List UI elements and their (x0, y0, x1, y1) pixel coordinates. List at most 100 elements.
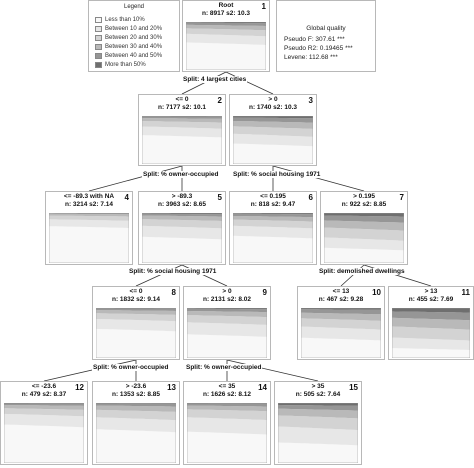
node-stats: n: 2131 s2: 8.02 (202, 296, 252, 303)
legend-label-4: Between 30 and 40% (105, 43, 163, 50)
node-5: > -89.3 n: 3963 s2: 8.65 5 (138, 191, 226, 265)
global-quality-title: Global quality (306, 25, 346, 32)
band-4 (187, 311, 267, 318)
node-condition: Root (218, 2, 234, 9)
band-1 (49, 226, 129, 263)
legend-label-6: More than 50% (105, 61, 146, 68)
legend-swatch-3 (95, 34, 102, 41)
band-4 (96, 310, 176, 315)
legend-swatch-1 (95, 16, 102, 23)
band-4 (4, 405, 84, 410)
node-stats: n: 8917 s2: 10.3 (201, 10, 251, 17)
node-distribution-chart (142, 213, 222, 263)
split-label-s7: Split: demolished dwellings (318, 268, 406, 275)
legend-item-3: Between 20 and 30% (95, 33, 162, 42)
band-5 (186, 22, 266, 26)
node-12: <= -23.6 n: 479 s2: 8.37 12 (0, 381, 88, 465)
node-condition: <= -89.3 with NA (63, 193, 115, 200)
node-10: <= 13 n: 467 s2: 9.28 10 (297, 286, 385, 360)
band-5 (301, 309, 381, 315)
node-condition: > 0 (222, 288, 232, 295)
band-2 (233, 225, 313, 239)
legend-label-2: Between 10 and 20% (105, 25, 163, 32)
node-condition: <= 35 (218, 383, 236, 390)
band-2 (186, 33, 266, 45)
node-15: > 35 n: 505 s2: 7.64 15 (274, 381, 362, 465)
band-3 (4, 408, 84, 417)
split-label-s8: Split: % owner-occupied (92, 364, 170, 371)
band-2 (324, 237, 404, 251)
node-distribution-chart (4, 403, 84, 463)
band-6 (187, 308, 267, 310)
legend-swatch-6 (95, 61, 102, 68)
band-5 (96, 403, 176, 407)
band-1 (233, 143, 313, 164)
band-2 (142, 225, 222, 240)
band-2 (233, 133, 313, 147)
band-6 (392, 308, 470, 313)
legend-item-2: Between 10 and 20% (95, 24, 162, 33)
band-3 (324, 227, 404, 241)
band-2 (142, 126, 222, 138)
band-5 (187, 403, 267, 407)
node-condition: > 13 (424, 288, 438, 295)
legend-item-1: Less than 10% (95, 15, 145, 24)
band-3 (301, 318, 381, 330)
band-4 (392, 317, 470, 330)
node-condition: <= 13 (332, 288, 350, 295)
node-number: 10 (372, 288, 381, 297)
node-number: 12 (75, 383, 84, 392)
node-stats: n: 1740 s2: 10.3 (248, 104, 298, 111)
levene-text: Levene: 112.68 *** (284, 54, 338, 61)
node-8: <= 0 n: 1832 s2: 9.14 8 (92, 286, 180, 360)
node-11: > 13 n: 455 s2: 7.69 11 (388, 286, 474, 360)
node-distribution-chart (301, 308, 381, 358)
band-3 (142, 219, 222, 229)
band-2 (187, 417, 267, 435)
split-label-s1: Split: 4 largest cities (182, 76, 248, 83)
band-3 (187, 315, 267, 325)
node-number: 7 (399, 193, 404, 202)
band-2 (96, 319, 176, 332)
node-distribution-chart (392, 308, 470, 358)
split-label-s3: Split: % social housing 1971 (232, 171, 322, 178)
node-number: 1 (261, 2, 266, 11)
band-3 (186, 28, 266, 37)
band-1 (142, 135, 222, 164)
band-1 (392, 348, 470, 358)
node-stats: n: 7177 s2: 10.1 (157, 104, 207, 111)
band-1 (187, 334, 267, 358)
node-stats: n: 467 s2: 9.28 (318, 296, 364, 303)
node-number: 8 (171, 288, 176, 297)
band-3 (96, 313, 176, 322)
edge-3-7 (272, 165, 365, 192)
node-stats: n: 505 s2: 7.64 (295, 391, 341, 398)
band-6 (233, 116, 313, 119)
band-4 (233, 216, 313, 222)
band-2 (187, 322, 267, 337)
legend-box: Legend Less than 10% Between 10 and 20% … (88, 0, 180, 72)
legend-item-4: Between 30 and 40% (95, 42, 162, 51)
node-stats: n: 1626 s2: 8.12 (202, 391, 252, 398)
band-1 (233, 235, 313, 263)
node-number: 5 (217, 193, 222, 202)
band-6 (301, 308, 381, 310)
split-label-s9: Split: % owner-occupied (185, 364, 263, 371)
node-14: <= 35 n: 1626 s2: 8.12 14 (183, 381, 271, 465)
node-distribution-chart (278, 403, 358, 463)
pseudo-r2-text: Pseudo R2: 0.19465 *** (284, 45, 353, 52)
node-stats: n: 1832 s2: 9.14 (111, 296, 161, 303)
node-stats: n: 1353 s2: 8.85 (111, 391, 161, 398)
node-number: 13 (167, 383, 176, 392)
node-stats: n: 922 s2: 8.85 (341, 201, 387, 208)
edge-2-4 (88, 165, 183, 192)
node-number: 9 (262, 288, 267, 297)
band-5 (278, 405, 358, 411)
node-stats: n: 479 s2: 8.37 (21, 391, 67, 398)
band-2 (96, 417, 176, 433)
node-6: <= 0.195 n: 818 s2: 9.47 6 (229, 191, 317, 265)
band-5 (392, 311, 470, 321)
band-1 (301, 337, 381, 358)
band-4 (187, 405, 267, 412)
band-4 (233, 121, 313, 129)
